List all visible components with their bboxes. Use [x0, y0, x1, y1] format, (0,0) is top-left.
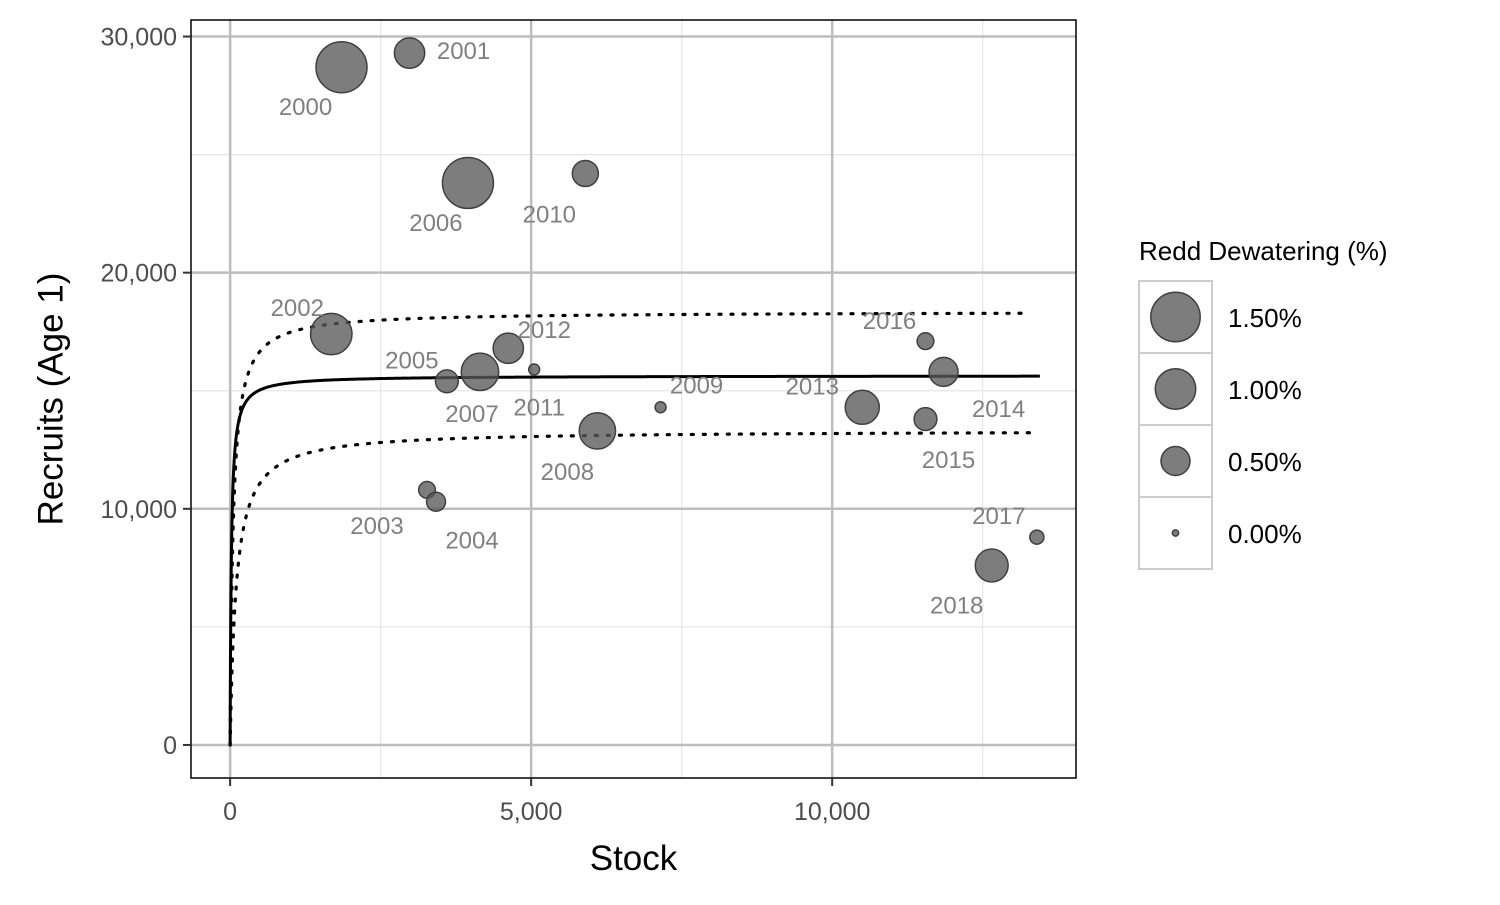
point-label: 2007: [445, 401, 498, 428]
legend-label: 0.50%: [1228, 447, 1302, 477]
legend-symbol: [1160, 445, 1191, 477]
data-point: [460, 352, 500, 392]
data-point: [527, 363, 541, 376]
data-point: [578, 411, 617, 450]
data-point: [434, 369, 460, 394]
x-tick-label: 0: [223, 798, 237, 826]
axes: 0 5,000 10,000 0 10,000 20,000 30,000: [101, 24, 871, 826]
point-label: 2013: [786, 373, 839, 400]
data-point: [913, 406, 938, 432]
legend-title: Redd Dewatering (%): [1139, 236, 1388, 266]
data-points: [309, 37, 1045, 583]
point-label: 2004: [445, 528, 498, 555]
legend-label: 0.00%: [1228, 519, 1302, 549]
confidence-curve-2: [228, 431, 1033, 747]
point-label: 2006: [409, 210, 462, 237]
data-point: [441, 156, 495, 210]
data-point: [928, 356, 959, 388]
point-label: 2016: [863, 308, 916, 335]
grid: [191, 20, 1076, 778]
point-label: 2014: [972, 396, 1025, 423]
x-tick-label: 5,000: [500, 798, 563, 826]
panel-border: [190, 19, 1077, 779]
x-tick-label: 10,000: [794, 798, 870, 826]
point-label: 2015: [922, 447, 975, 474]
data-point: [309, 312, 353, 356]
point-label: 2018: [930, 592, 983, 619]
point-label: 2001: [437, 38, 490, 65]
data-point: [393, 37, 426, 69]
point-label: 2011: [513, 394, 565, 421]
legend-symbol: [1150, 291, 1201, 343]
fitted-curves: [228, 311, 1040, 747]
legend-label: 1.50%: [1228, 303, 1302, 333]
point-label: 2000: [279, 94, 332, 121]
fit-curve: [228, 374, 1040, 745]
legend-label: 1.00%: [1228, 375, 1302, 405]
x-axis-title: Stock: [590, 839, 678, 878]
y-axis-title: Recruits (Age 1): [31, 273, 70, 526]
confidence-curve-1: [228, 311, 1033, 747]
point-label: 2017: [972, 503, 1025, 530]
point-label: 2010: [523, 201, 576, 228]
point-label: 2009: [670, 372, 723, 399]
data-point: [315, 40, 368, 94]
y-tick-label: 0: [163, 732, 177, 760]
data-point: [916, 332, 935, 351]
y-tick-label: 10,000: [101, 496, 177, 524]
data-point: [571, 159, 600, 188]
data-point: [492, 332, 525, 365]
point-labels: 2000 2001 2002 2003 2004 2005 2006 2007 2008 2009…: [271, 38, 1026, 619]
point-label: 2002: [271, 295, 324, 322]
data-point: [974, 548, 1009, 583]
legend-symbol: [1154, 368, 1197, 410]
data-point: [654, 401, 667, 414]
point-label: 2008: [541, 459, 594, 486]
data-point: [844, 389, 881, 426]
legend: Redd Dewatering (%) 1.50% 1.00% 0.50% 0.00%: [1138, 236, 1388, 570]
data-point: [425, 491, 447, 512]
point-label: 2005: [385, 347, 438, 374]
y-tick-label: 30,000: [101, 24, 177, 52]
data-point: [1029, 529, 1045, 545]
legend-symbol: [1171, 529, 1180, 537]
point-label: 2012: [518, 317, 571, 344]
point-label: 2003: [350, 513, 403, 540]
y-tick-label: 20,000: [101, 260, 177, 288]
